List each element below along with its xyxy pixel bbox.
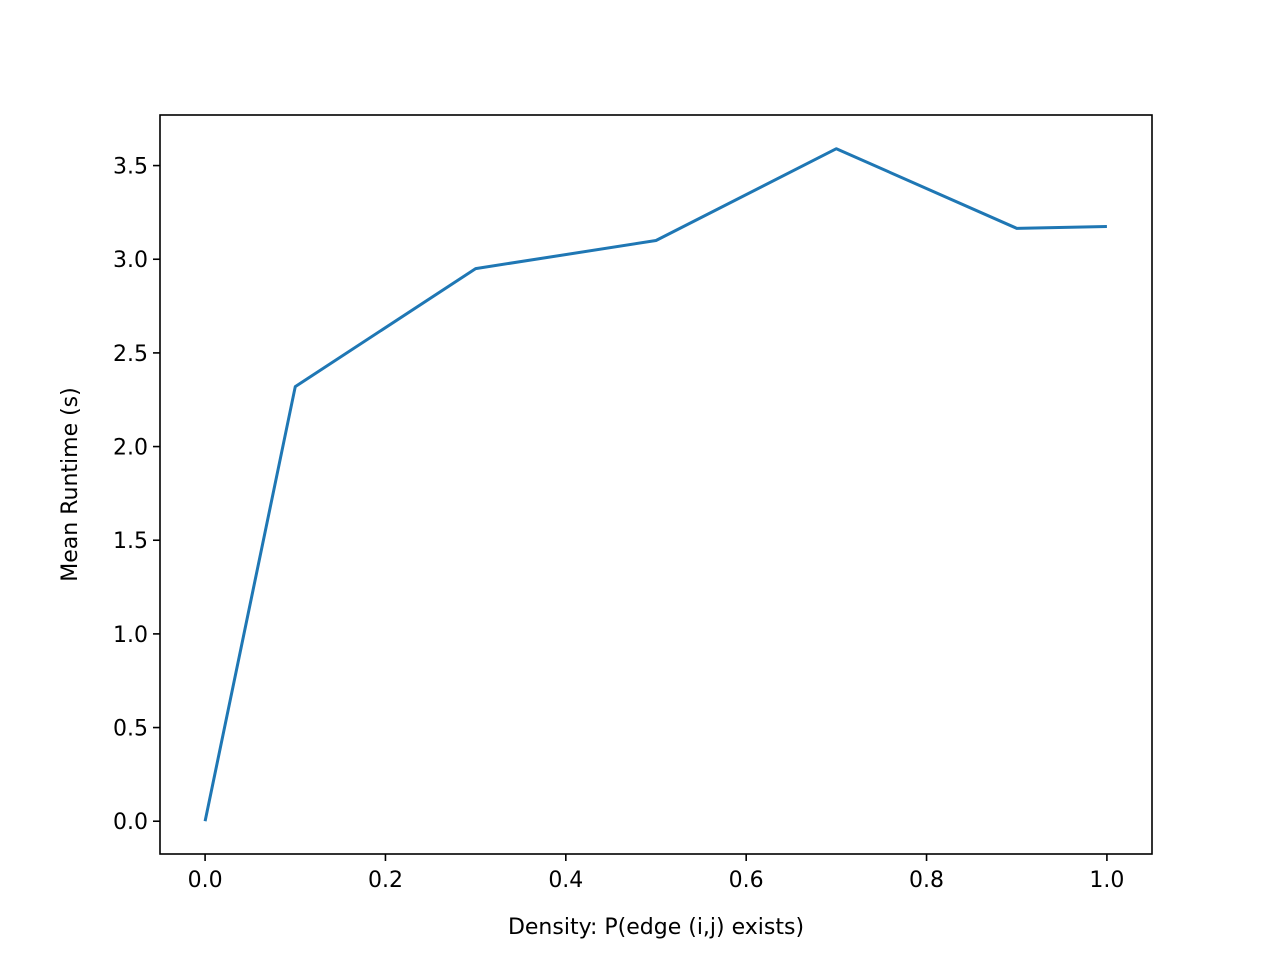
x-axis-label: Density: P(edge (i,j) exists) [508, 915, 804, 940]
y-tick-label: 0.0 [113, 810, 148, 835]
y-tick-label: 1.0 [113, 623, 148, 648]
x-tick-label: 0.2 [368, 868, 403, 893]
y-tick-label: 2.5 [113, 342, 148, 367]
x-tick-label: 0.6 [729, 868, 764, 893]
y-tick-label: 3.0 [113, 248, 148, 273]
y-tick-label: 3.5 [113, 155, 148, 180]
x-tick-label: 1.0 [1089, 868, 1124, 893]
plot-area [203, 147, 1107, 822]
axes: 0.0 0.2 0.4 0.6 0.8 1.0 0.0 0.5 1.0 1.5 2.0 2.5 3.0 3… [113, 114, 1153, 893]
y-tick-label: 2.0 [113, 436, 148, 461]
x-tick-label: 0.0 [188, 868, 223, 893]
x-tick-label: 0.4 [548, 868, 583, 893]
plot-frame [159, 114, 1153, 855]
x-tick-label: 0.8 [909, 868, 944, 893]
y-axis-label: Mean Runtime (s) [58, 387, 83, 581]
y-tick-label: 0.5 [113, 717, 148, 742]
y-tick-label: 1.5 [113, 529, 148, 554]
series-line-0 [203, 147, 1107, 822]
